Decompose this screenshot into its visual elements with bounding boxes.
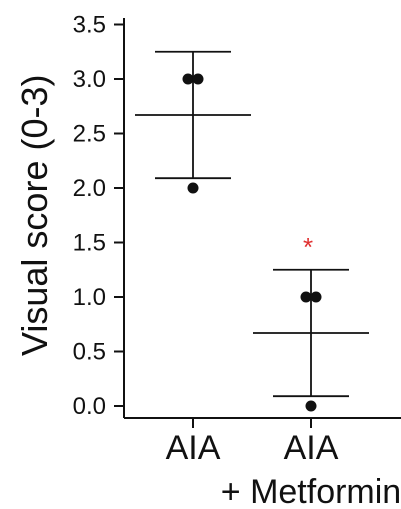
- x-category-label: AIA: [284, 429, 339, 467]
- y-tick-label: 0.0: [73, 393, 106, 420]
- y-tick-label: 3.0: [73, 66, 106, 93]
- significance-marker: *: [303, 232, 313, 262]
- data-point: [182, 73, 194, 85]
- y-tick-label: 0.5: [73, 339, 106, 366]
- chart-marks: [135, 50, 369, 412]
- x-category-label: AIA: [166, 429, 221, 467]
- y-axis-title: Visual score (0-3): [14, 75, 55, 356]
- chart-labels: 0.0 0.5 1.0 1.5 2.0 2.5 3.0 3.5 Visual score (0-…: [14, 12, 401, 509]
- y-tick-label: 1.0: [73, 284, 106, 311]
- data-point: [310, 291, 322, 303]
- data-point: [192, 73, 204, 85]
- axes: [114, 18, 401, 428]
- x-category-sublabel: + Metformin: [221, 473, 401, 509]
- y-tick-label: 2.5: [73, 121, 106, 148]
- data-point: [305, 400, 317, 412]
- y-tick-label: 3.5: [73, 12, 106, 39]
- data-point: [187, 182, 199, 194]
- y-tick-label: 2.0: [73, 175, 106, 202]
- data-point: [300, 291, 312, 303]
- y-tick-label: 1.5: [73, 230, 106, 257]
